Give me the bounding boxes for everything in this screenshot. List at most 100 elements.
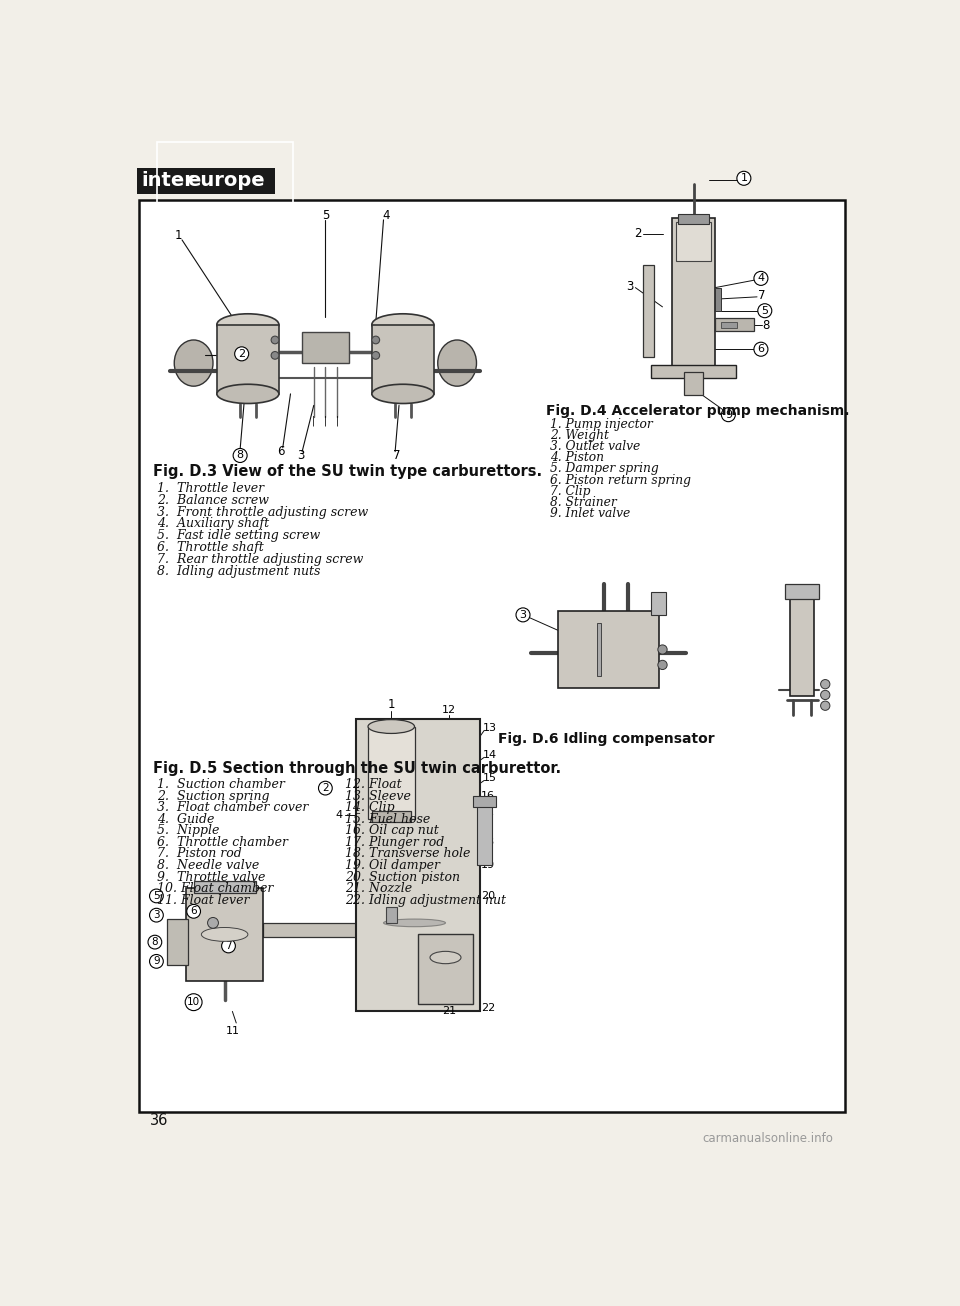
Text: 8. Strainer: 8. Strainer [550, 496, 617, 509]
Text: 5: 5 [153, 891, 159, 901]
Text: 4: 4 [336, 810, 343, 820]
Text: 20. Suction piston: 20. Suction piston [345, 871, 460, 884]
Text: 3: 3 [519, 610, 526, 620]
Text: 8.  Idling adjustment nuts: 8. Idling adjustment nuts [157, 565, 321, 579]
Text: 14: 14 [483, 750, 496, 760]
Ellipse shape [372, 313, 434, 336]
Text: carmanualsonline.info: carmanualsonline.info [702, 1132, 833, 1145]
Text: 17. Plunger rod: 17. Plunger rod [345, 836, 444, 849]
Bar [372, 325, 434, 394]
Text: 7: 7 [393, 449, 400, 462]
Text: 2: 2 [238, 349, 245, 359]
Text: 4: 4 [757, 273, 764, 283]
Text: 16: 16 [481, 791, 495, 801]
Text: 6.  Throttle chamber: 6. Throttle chamber [157, 836, 288, 849]
Bar [419, 934, 472, 1004]
Text: Fig. D.6 Idling compensator: Fig. D.6 Idling compensator [498, 733, 715, 747]
Text: 6. Piston return spring: 6. Piston return spring [550, 474, 691, 487]
Text: 2. Weight: 2. Weight [550, 428, 609, 441]
Text: 11: 11 [226, 1025, 239, 1036]
Text: 8: 8 [152, 938, 158, 947]
Text: 22. Idling adjustment nut: 22. Idling adjustment nut [345, 893, 506, 906]
Ellipse shape [217, 313, 278, 336]
Text: 3. Outlet valve: 3. Outlet valve [550, 440, 640, 453]
Text: 3.  Float chamber cover: 3. Float chamber cover [157, 801, 308, 814]
Text: 22: 22 [481, 1003, 495, 1012]
Text: 18: 18 [481, 837, 495, 848]
Ellipse shape [430, 951, 461, 964]
Text: 9: 9 [725, 410, 732, 419]
Bar [651, 592, 666, 615]
Text: 14. Clip: 14. Clip [345, 801, 395, 814]
Circle shape [207, 918, 219, 929]
Text: 10. Float chamber: 10. Float chamber [157, 882, 274, 895]
Circle shape [821, 691, 829, 700]
Text: 7. Clip: 7. Clip [550, 485, 590, 498]
Text: inter: inter [142, 171, 195, 191]
Text: 18. Transverse hole: 18. Transverse hole [345, 848, 470, 861]
Text: 6: 6 [190, 906, 197, 917]
Text: 1. Pump injector: 1. Pump injector [550, 418, 653, 431]
Circle shape [821, 701, 829, 710]
Text: 13. Sleeve: 13. Sleeve [345, 790, 411, 803]
Bar [715, 319, 754, 330]
Bar [368, 726, 415, 819]
Text: 4: 4 [382, 209, 390, 222]
Circle shape [372, 336, 379, 343]
Circle shape [271, 351, 278, 359]
Text: 1.  Throttle lever: 1. Throttle lever [157, 482, 264, 495]
Bar [596, 623, 601, 677]
Text: 3: 3 [626, 279, 634, 293]
Text: |: | [312, 415, 316, 426]
Text: Fig. D.3 View of the SU twin type carburettors.: Fig. D.3 View of the SU twin type carbur… [153, 464, 541, 479]
Text: 1.  Suction chamber: 1. Suction chamber [157, 778, 285, 791]
Text: 5.  Fast idle setting screw: 5. Fast idle setting screw [157, 529, 321, 542]
Bar [678, 214, 709, 223]
Text: |: | [324, 415, 327, 426]
Bar [721, 323, 737, 328]
Text: 6: 6 [277, 445, 285, 458]
Text: 7: 7 [226, 940, 231, 951]
Bar [372, 811, 411, 821]
Text: 5.  Nipple: 5. Nipple [157, 824, 220, 837]
Text: 5. Damper spring: 5. Damper spring [550, 462, 659, 475]
Bar [302, 332, 348, 363]
Text: 12: 12 [443, 704, 456, 714]
Bar [672, 218, 715, 372]
Text: 3: 3 [153, 910, 159, 921]
Bar [684, 372, 703, 396]
Bar [194, 880, 255, 893]
Circle shape [271, 336, 278, 343]
Text: 4. Piston: 4. Piston [550, 452, 604, 464]
Text: europe: europe [186, 171, 264, 191]
Text: 9.  Throttle valve: 9. Throttle valve [157, 871, 266, 884]
Bar [677, 222, 710, 261]
Text: 7: 7 [758, 289, 765, 302]
Ellipse shape [372, 384, 434, 404]
Bar [790, 596, 814, 696]
Bar [643, 265, 654, 357]
Text: Fig. D.5 Section through the SU twin carburettor.: Fig. D.5 Section through the SU twin car… [153, 760, 561, 776]
Text: 1: 1 [175, 229, 181, 242]
Text: 20: 20 [481, 891, 495, 901]
Bar [217, 325, 278, 394]
Bar [150, 212, 516, 466]
Bar [651, 364, 736, 379]
Circle shape [372, 351, 379, 359]
Text: 3.  Front throttle adjusting screw: 3. Front throttle adjusting screw [157, 505, 369, 518]
Text: 7.  Piston rod: 7. Piston rod [157, 848, 242, 861]
Text: 21. Nozzle: 21. Nozzle [345, 882, 412, 895]
Text: 9. Inlet valve: 9. Inlet valve [550, 507, 631, 520]
Text: 16. Oil cap nut: 16. Oil cap nut [345, 824, 439, 837]
Bar [558, 611, 659, 688]
Bar [356, 718, 480, 1011]
Text: 2.  Balance screw: 2. Balance screw [157, 494, 269, 507]
Ellipse shape [202, 927, 248, 942]
Circle shape [658, 661, 667, 670]
Text: 10: 10 [187, 998, 201, 1007]
Text: 17: 17 [481, 814, 495, 824]
Text: 9: 9 [153, 956, 159, 966]
Bar [785, 584, 819, 599]
Text: 2: 2 [322, 784, 328, 793]
Text: 6.  Throttle shaft: 6. Throttle shaft [157, 542, 264, 554]
